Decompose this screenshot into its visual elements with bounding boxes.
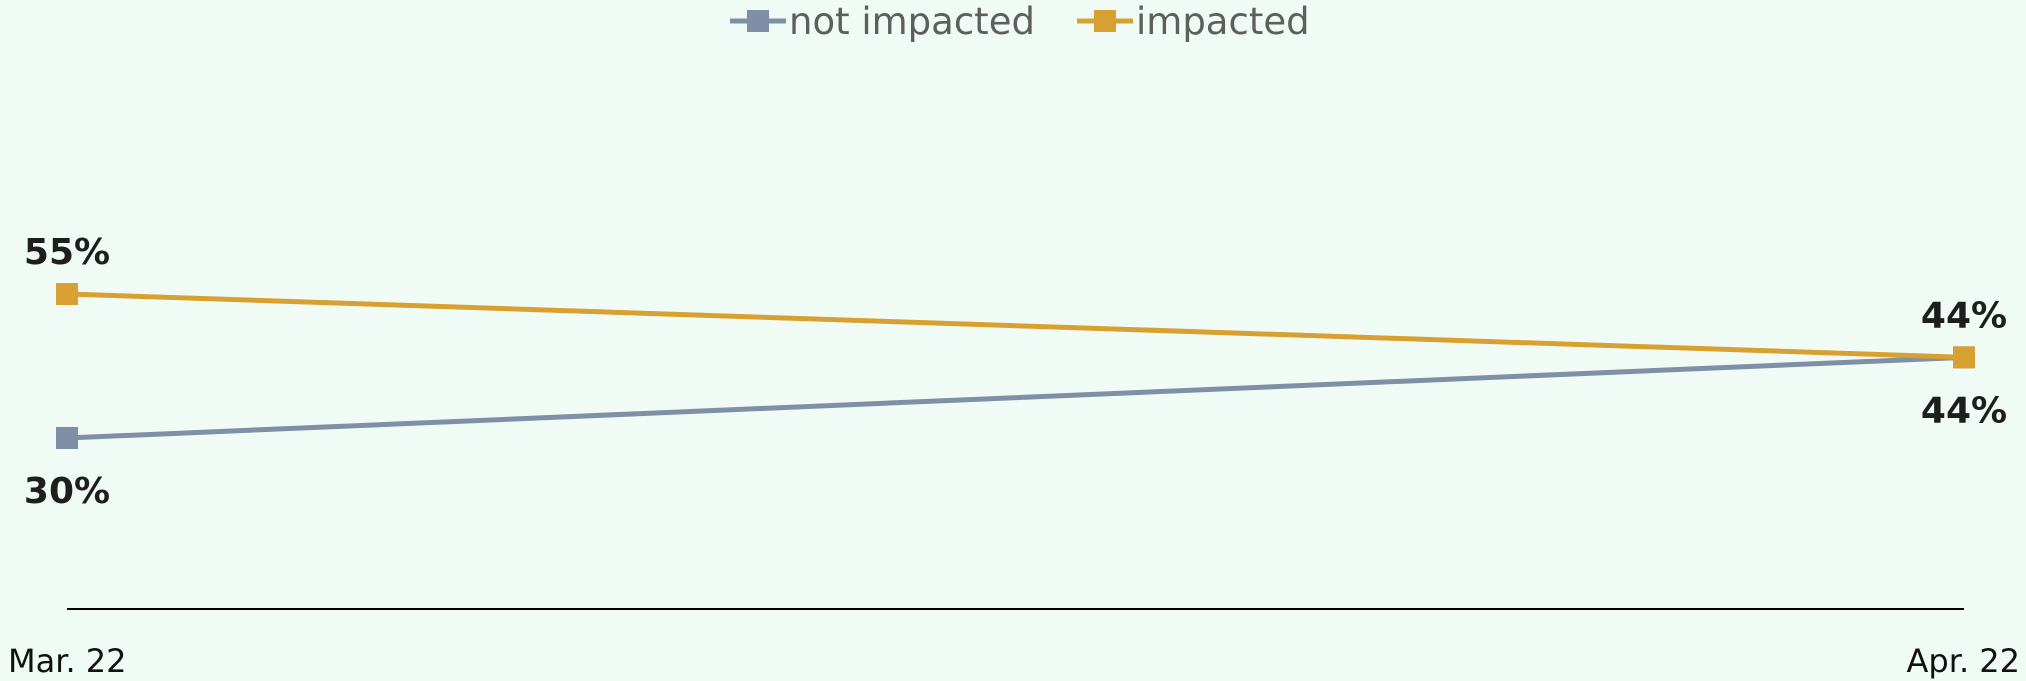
x-tick-label: Mar. 22 bbox=[8, 642, 127, 680]
legend-item: impacted bbox=[1077, 0, 1310, 43]
legend-label: not impacted bbox=[789, 0, 1035, 43]
x-tick-label: Apr. 22 bbox=[1907, 642, 2020, 680]
series-layer: 30% 44% 55% 44% bbox=[24, 232, 2007, 512]
legend-marker bbox=[747, 10, 769, 32]
data-label: 44% bbox=[1921, 390, 2007, 431]
legend: not impacted impacted bbox=[730, 0, 1310, 43]
series-not-impacted: 30% 44% bbox=[24, 346, 2007, 512]
data-point-marker bbox=[56, 427, 78, 449]
data-label: 55% bbox=[24, 232, 110, 273]
data-point-marker bbox=[1953, 346, 1975, 368]
data-label: 44% bbox=[1921, 295, 2007, 336]
legend-label: impacted bbox=[1136, 0, 1310, 43]
series-line bbox=[67, 357, 1964, 438]
x-axis: Mar. 22 Apr. 22 bbox=[8, 609, 2020, 680]
series-impacted: 55% 44% bbox=[24, 232, 2007, 368]
data-point-marker bbox=[56, 283, 78, 305]
legend-marker bbox=[1094, 10, 1116, 32]
legend-item: not impacted bbox=[730, 0, 1035, 43]
data-label: 30% bbox=[24, 471, 110, 512]
series-line bbox=[67, 294, 1964, 357]
